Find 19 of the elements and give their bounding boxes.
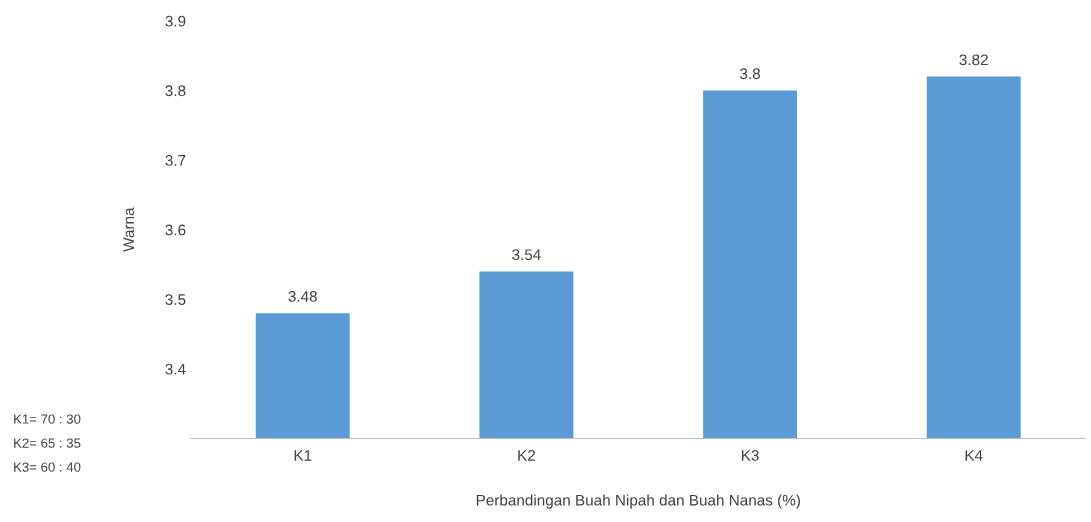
y-tick-label: 3.9 [165, 15, 186, 27]
y-tick-label: 3.6 [165, 224, 186, 236]
data-label: 3.54 [512, 249, 541, 261]
text: K2= 65 : 35 [14, 438, 81, 448]
y-tick-label: 3.4 [165, 363, 186, 375]
x-tick-label: K4 [965, 450, 983, 461]
data-label: 3.82 [959, 54, 988, 66]
x-tick-label: K3 [741, 449, 759, 461]
text: K3= 60 : 40 [14, 462, 81, 472]
x-tick-label: K2 [518, 449, 535, 461]
y-tick-label: 3.8 [165, 85, 186, 97]
y-tick-label: 3.5 [165, 294, 186, 305]
y-axis-title: Warna [123, 207, 135, 252]
x-axis-title: Perbandingan Buah Nipah dan Buah Nanas (%) [476, 494, 800, 509]
y-tick-label: 3.7 [165, 154, 186, 166]
data-label: 3.8 [740, 68, 761, 80]
x-tick-label: K1 [294, 450, 312, 461]
data-label: 3.48 [288, 291, 317, 302]
text: K1= 70 : 30 [14, 414, 81, 424]
